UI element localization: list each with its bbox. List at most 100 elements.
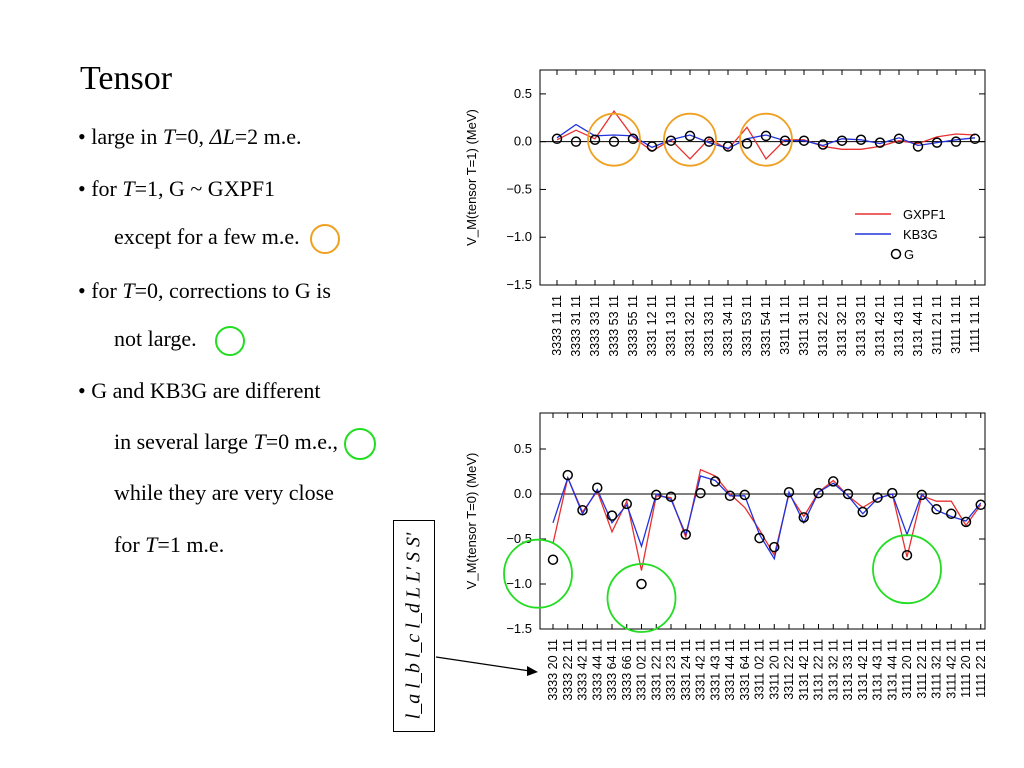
x-tick-label: 3111 32 11 (930, 639, 944, 699)
x-tick-label: 3131 42 11 (856, 639, 870, 701)
x-tick-label: 3131 32 11 (826, 639, 840, 701)
data-point-g (946, 508, 957, 520)
data-point-g (570, 136, 582, 147)
highlight-circle-green (872, 534, 942, 605)
data-point-g (606, 510, 618, 521)
x-tick-label: 3333 42 11 (576, 639, 590, 701)
data-point-g (960, 516, 972, 528)
x-tick-label: 3111 20 11 (900, 639, 914, 699)
y-tick-label: −0.5 (506, 531, 532, 546)
data-point-g (589, 134, 601, 146)
x-tick-label: 3331 32 11 (683, 295, 697, 357)
y-tick-label: 0.5 (514, 86, 532, 101)
data-point-g (703, 136, 715, 147)
x-tick-label: 3111 21 11 (930, 295, 944, 355)
bullet-t0-notlarge: not large. (114, 326, 245, 356)
data-point-g (636, 578, 647, 590)
y-tick-label: 0.5 (514, 441, 532, 456)
data-point-g (724, 490, 736, 502)
data-point-g (912, 141, 924, 152)
arrow-head (527, 666, 538, 676)
data-point-g (646, 141, 658, 152)
data-point-g (916, 489, 927, 501)
x-tick-label: 3311 20 11 (767, 639, 781, 700)
x-tick-label: 3331 54 11 (759, 295, 773, 357)
data-point-g (874, 137, 886, 148)
plot-frame (539, 69, 986, 286)
y-tick-label: −1.5 (506, 277, 532, 292)
x-tick-label: 3331 42 11 (694, 639, 708, 701)
x-tick-label: 3331 43 11 (708, 639, 722, 701)
highlight-circle-green (503, 538, 573, 609)
data-point-g (893, 133, 905, 145)
x-tick-label: 3131 33 11 (841, 639, 855, 701)
legend-label-g: G (904, 247, 914, 262)
x-tick-label: 3331 33 11 (702, 295, 716, 357)
orbital-label-caption: l_a l_b l_c l_d L L' S S' (393, 520, 435, 732)
legend-label-gxpf1: GXPF1 (903, 207, 946, 222)
x-tick-label: 3111 42 11 (944, 639, 958, 699)
x-tick-label: 1111 20 11 (959, 639, 973, 698)
data-point-g (950, 136, 962, 147)
x-tick-label: 3333 33 11 (588, 295, 602, 357)
x-tick-label: 3331 64 11 (738, 639, 752, 701)
highlight-circle-orange (739, 112, 793, 167)
data-point-g (798, 512, 809, 523)
data-point-g (969, 133, 981, 145)
data-point-g (798, 135, 810, 146)
x-tick-label: 3333 20 11 (546, 639, 560, 701)
slide-title: Tensor (80, 60, 173, 97)
x-tick-label: 3131 33 11 (854, 295, 868, 357)
plot-frame (539, 412, 986, 630)
data-point-g (887, 487, 898, 499)
x-tick-label: 3131 42 11 (873, 295, 887, 357)
green-circle-marker-2 (344, 428, 377, 460)
x-tick-label: 3333 22 11 (561, 639, 575, 701)
data-point-g (855, 134, 867, 146)
data-point-g (754, 532, 765, 544)
x-tick-label: 3331 53 11 (740, 295, 754, 357)
x-tick-label: 3333 53 11 (607, 295, 621, 357)
data-point-g (665, 135, 677, 146)
bullet-t1-gxpf1: • for T=1, G ~ GXPF1 (78, 176, 276, 201)
y-tick-label: −1.0 (506, 576, 532, 591)
data-point-g (931, 504, 942, 515)
y-axis-label: V_M(tensor T=1) (MeV) (464, 109, 479, 246)
y-axis-label: V_M(tensor T=0) (MeV) (464, 453, 479, 590)
data-point-g (627, 133, 639, 145)
data-point-g (547, 554, 559, 565)
data-point-g (975, 499, 986, 511)
legend-label-kb3g: KB3G (903, 227, 938, 242)
x-tick-label: 3131 22 11 (816, 295, 830, 357)
x-tick-label: 3131 42 11 (797, 639, 811, 701)
data-point-g (769, 541, 780, 553)
x-tick-label: 3331 22 11 (649, 639, 663, 701)
data-point-g (551, 133, 563, 145)
y-tick-label: −1.0 (506, 229, 532, 244)
x-tick-label: 3331 34 11 (721, 295, 735, 357)
y-tick-label: −0.5 (506, 181, 532, 196)
data-point-g (779, 135, 791, 146)
x-tick-label: 1111 11 11 (968, 295, 982, 353)
data-point-g (836, 135, 848, 146)
x-tick-label: 3333 11 11 (550, 295, 564, 356)
data-point-g (651, 489, 662, 501)
orange-circle-marker (309, 224, 340, 254)
y-tick-label: 0.0 (514, 134, 532, 149)
x-tick-label: 3333 44 11 (590, 639, 604, 701)
data-point-g (680, 529, 691, 540)
x-tick-label: 3131 44 11 (911, 295, 925, 357)
x-tick-label: 3331 12 11 (645, 295, 659, 357)
data-point-g (857, 506, 868, 518)
bullet-t1-exception: except for a few m.e. (114, 224, 340, 254)
x-tick-label: 3131 43 11 (871, 639, 885, 701)
data-point-g (842, 488, 854, 500)
highlight-circle-orange (587, 112, 641, 167)
x-tick-label: 3331 24 11 (679, 639, 693, 701)
data-point-g (695, 487, 706, 499)
bullet-t0-corrections: • for T=0, corrections to G is (78, 278, 331, 303)
x-tick-label: 3333 64 11 (605, 639, 619, 701)
y-tick-label: −1.5 (506, 621, 532, 636)
data-point-g (621, 498, 632, 510)
